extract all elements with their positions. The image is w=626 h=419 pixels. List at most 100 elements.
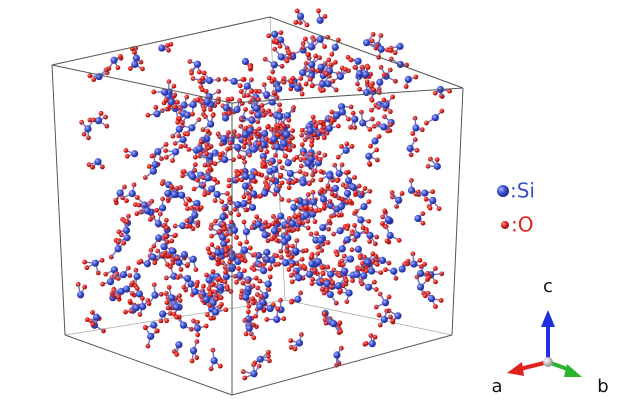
oxygen-atom [237,241,243,247]
oxygen-atom [82,284,88,290]
oxygen-atom [312,168,318,174]
oxygen-atom [243,106,248,112]
silicon-atom [326,290,334,299]
silicon-atom [319,195,328,203]
silicon-atom [234,201,242,209]
oxygen-atom [327,199,333,204]
oxygen-atom [348,57,354,63]
oxygen-atom [91,77,97,83]
oxygen-atom [302,265,308,270]
oxygen-atom [314,231,319,236]
oxygen-atom [307,76,313,82]
silicon-atom [252,104,261,112]
oxygen-atom [243,125,249,131]
oxygen-atom [336,212,342,218]
oxygen-atom [134,211,140,217]
oxygen-atom [423,196,429,202]
oxygen-atom [300,40,306,46]
silicon-atom [354,245,362,253]
silicon-atom [150,321,158,329]
silicon-atom [256,355,264,363]
oxygen-atom [243,331,249,337]
silicon-atom [230,77,238,85]
oxygen-atom [234,234,239,240]
oxygen-atom [146,163,152,169]
oxygen-atom [250,300,256,306]
oxygen-atom [374,147,380,153]
oxygen-atom [269,79,275,84]
oxygen-atom [127,298,133,304]
oxygen-atom [303,81,309,87]
oxygen-atom [100,281,106,287]
oxygen-atom [175,275,181,280]
silicon-atom [380,315,388,324]
oxygen-atom [252,129,258,135]
silicon-atom [131,150,139,158]
silicon-atom [404,75,412,84]
oxygen-atom [386,294,392,300]
oxygen-atom [116,294,121,300]
oxygen-atom [408,152,414,158]
oxygen-atom [204,312,210,318]
silicon-atom [268,98,276,106]
oxygen-atom [217,229,223,235]
oxygen-atom [209,282,215,288]
oxygen-atom [222,226,227,232]
oxygen-atom [309,281,315,287]
oxygen-atom [265,238,271,244]
oxygen-atom [242,268,247,274]
silicon-atom [364,258,372,266]
oxygen-atom [201,70,207,76]
oxygen-atom [180,173,185,179]
oxygen-atom [247,245,253,251]
oxygen-atom [376,312,382,318]
oxygen-atom [181,169,187,174]
silicon-atom [122,226,131,235]
silicon-atom [170,190,179,199]
silicon-atom [172,148,180,156]
oxygen-atom [284,58,290,64]
oxygen-atom [151,89,157,95]
oxygen-atom [319,187,325,193]
oxygen-atom [374,234,380,240]
oxygen-atom [337,320,343,326]
oxygen-atom [134,285,140,291]
oxygen-atom [207,292,213,298]
oxygen-atom [343,66,348,72]
oxygen-atom [207,250,212,256]
oxygen-atom [331,231,337,237]
silicon-atom [207,120,215,128]
oxygen-atom [225,96,231,102]
oxygen-atom [321,87,326,93]
silicon-atom [203,97,211,106]
oxygen-atom [117,53,123,59]
silicon-atom [210,357,218,365]
oxygen-atom [334,252,340,258]
oxygen-atom [152,260,158,266]
silicon-atom [233,106,241,114]
silicon-atom [241,57,250,66]
silicon-atom [244,285,252,293]
oxygen-atom [276,261,281,267]
oxygen-atom [113,197,119,203]
silicon-atom [222,104,230,112]
oxygen-atom [236,266,241,271]
oxygen-atom [319,265,325,271]
oxygen-atom [335,123,341,129]
silicon-atom [91,259,99,267]
oxygen-atom [219,199,225,205]
oxygen-atom [212,177,217,182]
silicon-atom [332,112,341,120]
oxygen-atom [169,238,175,244]
oxygen-atom [215,245,221,251]
oxygen-atom [248,65,254,71]
oxygen-atom [422,261,428,267]
oxygen-atom [191,186,197,192]
oxygen-atom [310,114,316,120]
oxygen-atom [174,314,179,320]
oxygen-atom [198,139,204,144]
oxygen-atom [278,30,284,36]
silicon-atom [345,289,353,297]
oxygen-atom [277,43,283,49]
silicon-atom [205,276,213,284]
